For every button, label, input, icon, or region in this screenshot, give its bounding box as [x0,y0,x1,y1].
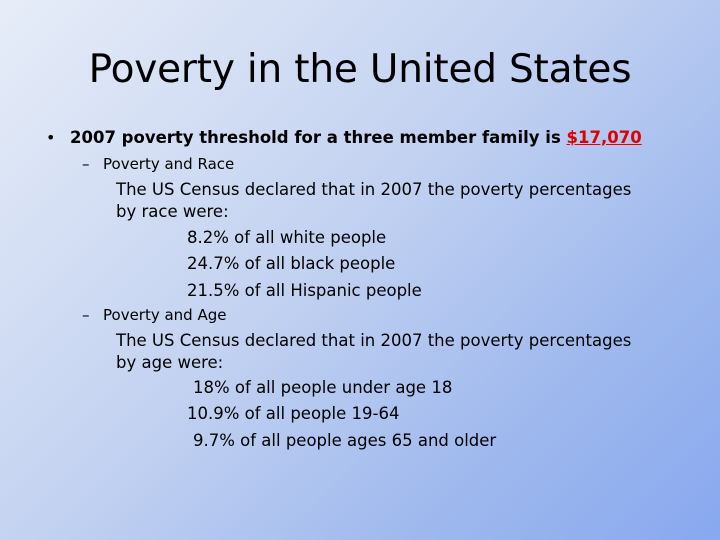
dash-icon: – [82,306,90,324]
poverty-threshold-value: $17,070 [566,128,642,147]
race-item-white: 8.2% of all white people [187,228,387,247]
section-heading-age: Poverty and Age [103,306,227,324]
race-item-hispanic: 21.5% of all Hispanic people [187,281,422,300]
race-item-black: 24.7% of all black people [187,254,396,273]
slide-title: Poverty in the United States [88,47,632,92]
bullet-icon: • [46,128,56,147]
section-heading-race: Poverty and Race [103,155,235,173]
age-intro-line-2: by age were: [116,353,224,372]
race-intro-line-1: The US Census declared that in 2007 the … [116,180,632,199]
age-item-65-older: 9.7% of all people ages 65 and older [193,431,497,450]
main-bullet-text: 2007 poverty threshold for a three membe… [70,128,567,147]
dash-icon: – [82,155,90,173]
main-bullet: 2007 poverty threshold for a three membe… [70,127,642,149]
age-item-19-64: 10.9% of all people 19-64 [187,404,400,423]
age-intro-line-1: The US Census declared that in 2007 the … [116,331,632,350]
age-item-under-18: 18% of all people under age 18 [193,378,453,397]
race-intro-line-2: by race were: [116,202,229,221]
